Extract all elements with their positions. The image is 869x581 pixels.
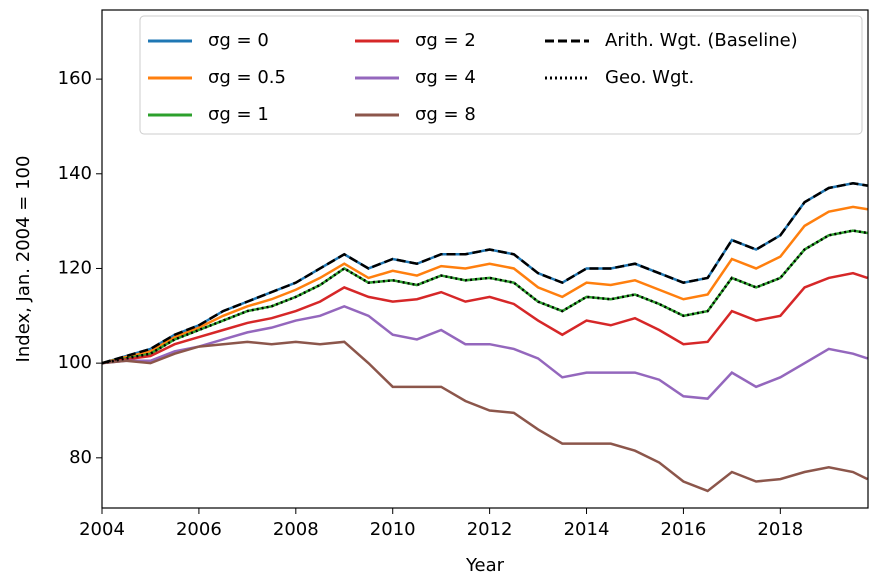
x-tick-label: 2008 xyxy=(273,519,319,540)
legend-label: σg = 8 xyxy=(415,104,476,125)
legend-label: σg = 0.5 xyxy=(208,67,286,88)
x-tick-label: 2006 xyxy=(176,519,222,540)
series-line xyxy=(101,181,868,365)
legend-label: σg = 4 xyxy=(415,67,476,88)
legend-label: σg = 2 xyxy=(415,30,476,51)
x-tick-label: 2018 xyxy=(757,519,803,540)
y-tick-label: 100 xyxy=(58,352,92,373)
x-tick-label: 2010 xyxy=(370,519,416,540)
y-tick-label: 80 xyxy=(69,447,92,468)
x-axis-label: Year xyxy=(465,555,505,576)
legend-label: σg = 1 xyxy=(208,104,269,125)
y-tick-label: 120 xyxy=(58,257,92,278)
y-tick-label: 140 xyxy=(58,163,92,184)
legend-label: σg = 0 xyxy=(208,30,269,51)
legend-box xyxy=(139,15,863,135)
series-line xyxy=(101,181,868,365)
series-line xyxy=(101,340,869,493)
series-line xyxy=(101,229,868,365)
legend-label: Geo. Wgt. xyxy=(605,67,694,88)
y-axis-label: Index, Jan. 2004 = 100 xyxy=(13,156,34,363)
x-tick-label: 2004 xyxy=(79,519,125,540)
x-tick-label: 2014 xyxy=(564,519,610,540)
series-line xyxy=(101,205,868,365)
x-tick-label: 2016 xyxy=(661,519,707,540)
y-tick-label: 160 xyxy=(58,68,92,89)
x-tick-label: 2012 xyxy=(467,519,513,540)
series-line xyxy=(101,304,868,400)
legend-label: Arith. Wgt. (Baseline) xyxy=(605,30,798,51)
series-line xyxy=(101,271,868,365)
plot-frame xyxy=(101,9,869,509)
